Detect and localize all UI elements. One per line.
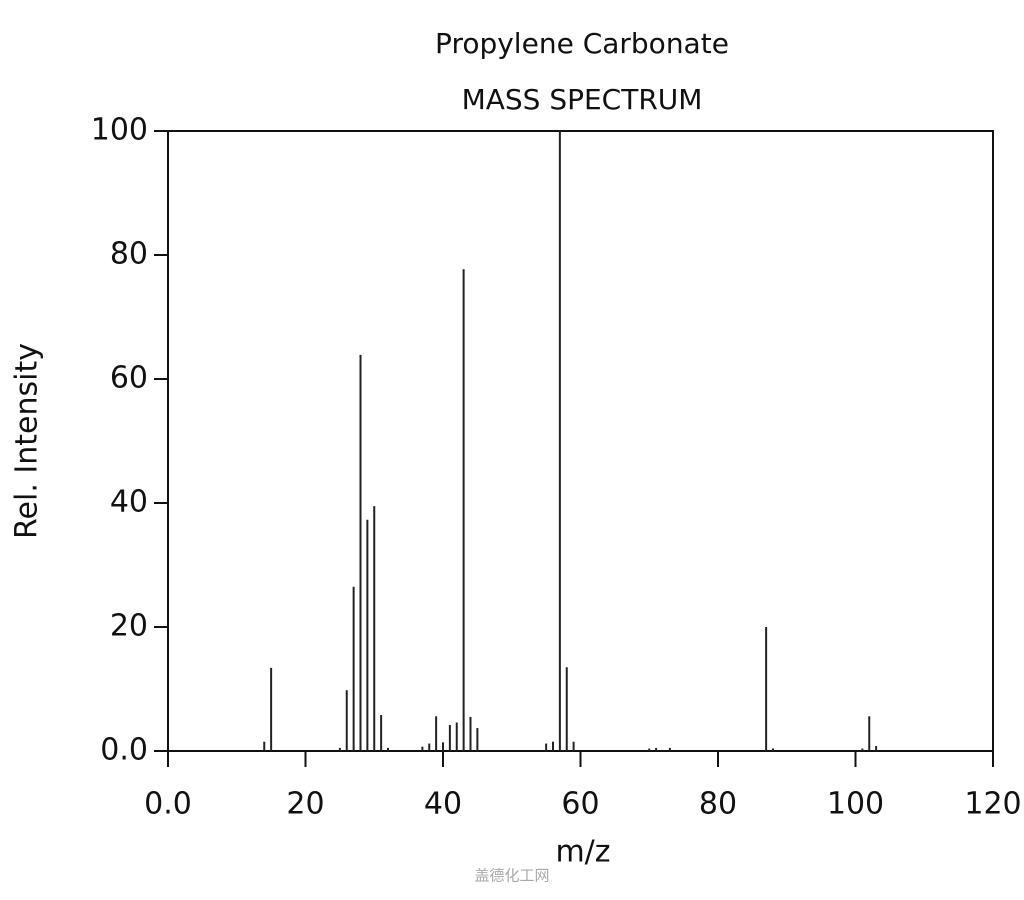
watermark: 盖德化工网 xyxy=(474,867,549,885)
x-tick-label: 60 xyxy=(561,787,599,822)
x-tick-label: 20 xyxy=(286,787,324,822)
y-tick-label: 60 xyxy=(110,361,148,396)
x-tick-label: 80 xyxy=(699,787,737,822)
x-tick-label: 40 xyxy=(424,787,462,822)
y-tick-label: 80 xyxy=(110,237,148,272)
chart-subtitle: MASS SPECTRUM xyxy=(462,83,703,116)
x-tick-label: 100 xyxy=(827,787,884,822)
chart-title: Propylene Carbonate xyxy=(435,27,729,60)
y-tick-label: 100 xyxy=(91,113,148,148)
x-tick-label: 0.0 xyxy=(144,787,192,822)
x-axis-label: m/z xyxy=(555,835,610,870)
y-tick-label: 20 xyxy=(110,609,148,644)
y-axis-label: Rel. Intensity xyxy=(10,343,45,539)
plot-frame xyxy=(167,130,994,752)
x-tick-label: 120 xyxy=(964,787,1021,822)
y-tick-label: 40 xyxy=(110,485,148,520)
y-tick-label: 0.0 xyxy=(100,733,148,768)
